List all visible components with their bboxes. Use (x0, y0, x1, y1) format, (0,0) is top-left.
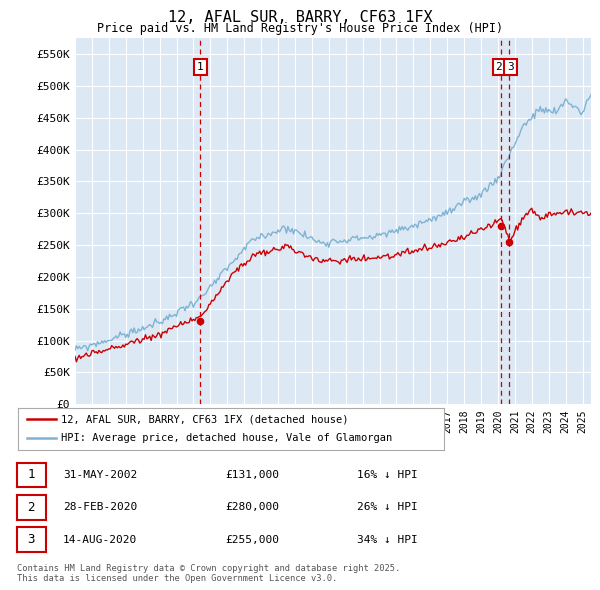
Text: £280,000: £280,000 (225, 503, 279, 512)
Text: 31-MAY-2002: 31-MAY-2002 (63, 470, 137, 480)
Text: 14-AUG-2020: 14-AUG-2020 (63, 535, 137, 545)
Text: Price paid vs. HM Land Registry's House Price Index (HPI): Price paid vs. HM Land Registry's House … (97, 22, 503, 35)
Text: 3: 3 (507, 62, 514, 72)
Text: 2: 2 (28, 501, 35, 514)
Text: HPI: Average price, detached house, Vale of Glamorgan: HPI: Average price, detached house, Vale… (61, 434, 392, 444)
Text: 34% ↓ HPI: 34% ↓ HPI (357, 535, 418, 545)
Text: 26% ↓ HPI: 26% ↓ HPI (357, 503, 418, 512)
Text: £131,000: £131,000 (225, 470, 279, 480)
Text: Contains HM Land Registry data © Crown copyright and database right 2025.
This d: Contains HM Land Registry data © Crown c… (17, 563, 400, 583)
Text: 12, AFAL SUR, BARRY, CF63 1FX: 12, AFAL SUR, BARRY, CF63 1FX (167, 10, 433, 25)
Text: 1: 1 (197, 62, 204, 72)
Text: £255,000: £255,000 (225, 535, 279, 545)
Text: 1: 1 (28, 468, 35, 481)
Text: 2: 2 (496, 62, 502, 72)
Text: 16% ↓ HPI: 16% ↓ HPI (357, 470, 418, 480)
Text: 28-FEB-2020: 28-FEB-2020 (63, 503, 137, 512)
Text: 3: 3 (28, 533, 35, 546)
Text: 12, AFAL SUR, BARRY, CF63 1FX (detached house): 12, AFAL SUR, BARRY, CF63 1FX (detached … (61, 414, 348, 424)
